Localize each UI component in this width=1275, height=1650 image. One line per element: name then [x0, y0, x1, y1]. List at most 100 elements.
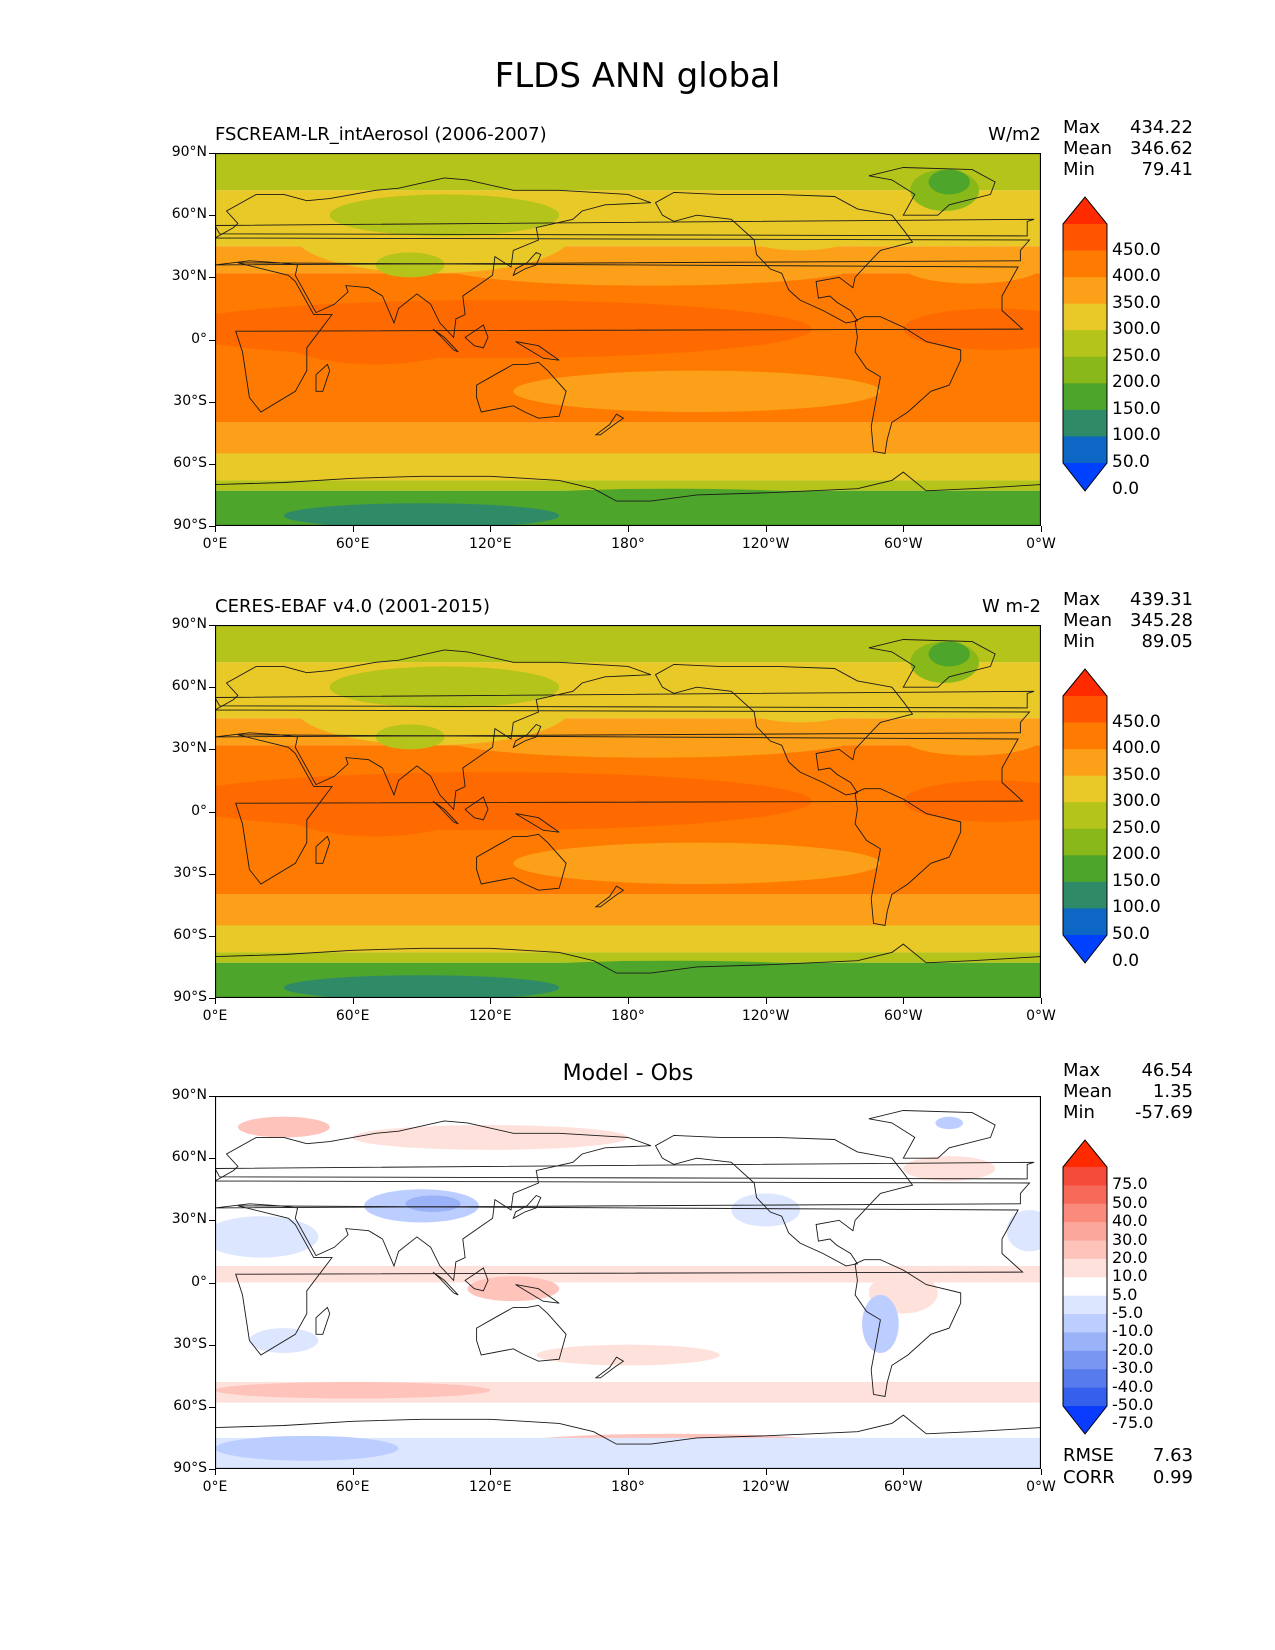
lat-tick-mark: [209, 811, 215, 813]
lon-tick-mark: [628, 998, 629, 1004]
lon-tick-label: 120°E: [469, 536, 512, 552]
colorbar-tick-label: 100.0: [1112, 425, 1161, 446]
lon-tick-label: 0°W: [1026, 1479, 1056, 1495]
colorbar-segment: [1063, 802, 1107, 830]
lon-tick-mark: [628, 526, 629, 532]
coastline-japan: [512, 1194, 542, 1220]
coastline-borneo: [464, 796, 489, 821]
map-model: [215, 153, 1041, 526]
coastline-uk: [215, 690, 1035, 709]
lat-tick-mark: [209, 935, 215, 937]
lat-tick-mark: [209, 339, 215, 341]
map-obs: [215, 625, 1041, 998]
lat-tick-label: 30°N: [171, 1211, 207, 1228]
stat-rmse-label: RMSE: [1063, 1445, 1114, 1466]
map-border: [215, 1096, 1041, 1469]
lat-tick-mark: [209, 215, 215, 217]
colorbar-extend-min: [1063, 1406, 1107, 1434]
coastline-japan: [512, 723, 542, 749]
colorbar-tick-label: 0.0: [1112, 478, 1140, 499]
lat-tick-mark: [209, 749, 215, 751]
colorbar-segment: [1063, 224, 1107, 252]
panel-extra-stats: RMSE 7.63 CORR 0.99: [1063, 1445, 1193, 1489]
colorbar-tick-label: 50.0: [1112, 452, 1150, 472]
tibet: [375, 252, 445, 278]
coastline-s_america: [854, 316, 962, 455]
coastline-nz: [594, 1356, 625, 1379]
colorbar-tick-label: 250.0: [1112, 817, 1161, 838]
lon-tick-label: 0°E: [202, 1479, 228, 1495]
lat-tick-mark: [209, 873, 215, 875]
colorbar-tick-label: -75.0: [1112, 1413, 1154, 1433]
indian-warm: [283, 786, 468, 837]
lon-tick-label: 120°W: [741, 1008, 790, 1024]
lat-tick-label: 90°S: [173, 517, 207, 533]
colorbar-tick-label: 400.0: [1112, 266, 1161, 287]
colorbar-tick-label: 200.0: [1112, 372, 1161, 393]
lon-tick-label: 60°W: [883, 1008, 923, 1024]
lat-tick-label: 60°S: [173, 926, 207, 943]
coastline-africa: [235, 1205, 1024, 1356]
lat-tick-label: 30°S: [173, 392, 207, 409]
coastline-sumatra: [432, 1271, 459, 1296]
colorbar-segment: [1063, 330, 1107, 358]
lat-tick-label: 0°: [191, 1273, 207, 1290]
stat-max-label: Max: [1063, 589, 1101, 610]
lat-tick-mark: [209, 625, 215, 626]
colorbar-segment: [1063, 775, 1107, 803]
coastline-sumatra: [432, 328, 459, 353]
colorbar-tick-label: 450.0: [1112, 711, 1161, 732]
coastline-japan: [512, 251, 542, 277]
coastline-greenland: [868, 167, 996, 216]
lon-tick-mark: [903, 1469, 905, 1475]
panel-obs: CERES-EBAF v4.0 (2001-2015) W m-2 Max 439…: [0, 0, 1275, 1024]
coastline-newguinea: [515, 813, 560, 833]
colorbar-tick-label: 200.0: [1112, 844, 1161, 865]
figure-title: FLDS ANN global: [494, 56, 781, 96]
colorbar-svg: [1062, 1139, 1108, 1435]
colorbar-segment: [1063, 436, 1107, 464]
map-field: [215, 153, 1041, 526]
lat-tick-mark: [209, 401, 215, 403]
lat-tick-label: 30°S: [173, 1335, 207, 1352]
stat-min-value: -57.69: [1134, 1102, 1193, 1123]
lat-tick-label: 90°S: [173, 989, 207, 1005]
colorbar-segment: [1063, 250, 1107, 278]
colorbar-outline: [1062, 668, 1108, 964]
coastline-eurasia: [215, 1120, 1031, 1282]
colorbar-tick-label: 350.0: [1112, 292, 1161, 313]
panel-center-title: Model - Obs: [562, 1061, 694, 1086]
lat-tick-label: 90°S: [173, 1460, 207, 1476]
coastline-n_america: [654, 191, 914, 324]
coastline-sumatra: [432, 800, 459, 825]
colorbar-segment: [1063, 1350, 1107, 1370]
lat-tick-label: 60°N: [171, 1149, 207, 1166]
colorbar-tick-label: -50.0: [1112, 1395, 1154, 1414]
panel-stats: Max 46.54 Mean 1.35 Min -57.69: [1063, 1060, 1193, 1123]
colorbar-extend-max: [1063, 669, 1107, 696]
lat-tick-mark: [209, 1220, 215, 1222]
lon-tick-mark: [628, 1469, 629, 1475]
colorbar-segment: [1063, 1222, 1107, 1242]
panel-units: W m-2: [981, 596, 1041, 617]
colorbar-svg: [1062, 196, 1108, 492]
colorbar-segment: [1063, 722, 1107, 750]
lat-tick-mark: [209, 1096, 215, 1097]
map-diff: [215, 1096, 1041, 1469]
panel-model: FSCREAM-LR_intAerosol (2006-2007) W/m2 M…: [0, 0, 1275, 552]
tibet: [375, 724, 445, 750]
lon-tick-label: 120°W: [741, 1479, 790, 1495]
lon-tick-mark: [765, 526, 767, 532]
lon-tick-mark: [352, 526, 354, 532]
colorbar-segment: [1063, 1314, 1107, 1333]
colorbar-extend-min: [1063, 935, 1107, 963]
stat-rmse-value: 7.63: [1152, 1445, 1193, 1466]
lon-tick-label: 0°E: [202, 536, 228, 552]
colorbar-outline: [1062, 196, 1108, 492]
colorbar-tick-label: 10.0: [1112, 1266, 1148, 1286]
stat-mean-label: Mean: [1063, 1081, 1113, 1102]
coastline-greenland: [868, 1110, 996, 1159]
colorbar-tick-label: 250.0: [1112, 345, 1161, 366]
lat-tick-mark: [209, 1282, 215, 1284]
colorbar-segment: [1063, 828, 1107, 856]
